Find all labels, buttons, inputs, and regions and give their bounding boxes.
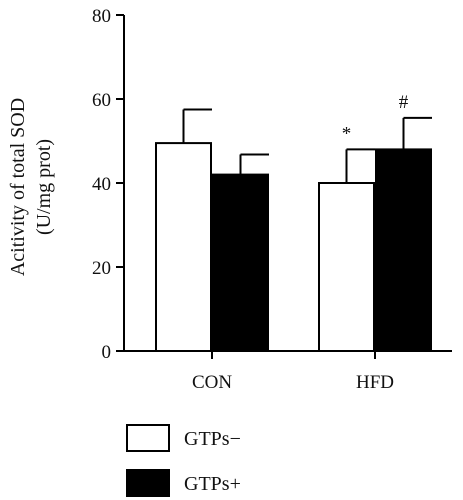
legend-label: GTPs+ [184, 473, 241, 495]
y-axis-title: Acitivity of total SOD (U/mg prot) [7, 98, 55, 276]
legend-swatch [126, 424, 170, 452]
y-axis-title-line2: (U/mg prot) [33, 139, 55, 235]
bar [375, 148, 432, 352]
bars: *# [155, 92, 432, 352]
x-tick-label: CON [192, 372, 232, 393]
y-axis-title-line1: Acitivity of total SOD [7, 98, 29, 276]
y-tick-label: 0 [102, 342, 112, 363]
bar [318, 182, 375, 352]
x-tick-label: HFD [356, 372, 394, 393]
significance-marker: * [342, 123, 352, 144]
bar [212, 173, 269, 352]
y-tick-label: 60 [92, 90, 111, 111]
legend-label: GTPs− [184, 428, 241, 450]
legend: GTPs− GTPs+ [126, 424, 241, 497]
y-tick-label: 20 [92, 258, 111, 279]
y-tick-label: 40 [92, 174, 111, 195]
legend-swatch [126, 469, 170, 497]
bar [155, 142, 212, 352]
y-tick-label: 80 [92, 6, 111, 27]
significance-marker: # [399, 92, 409, 113]
